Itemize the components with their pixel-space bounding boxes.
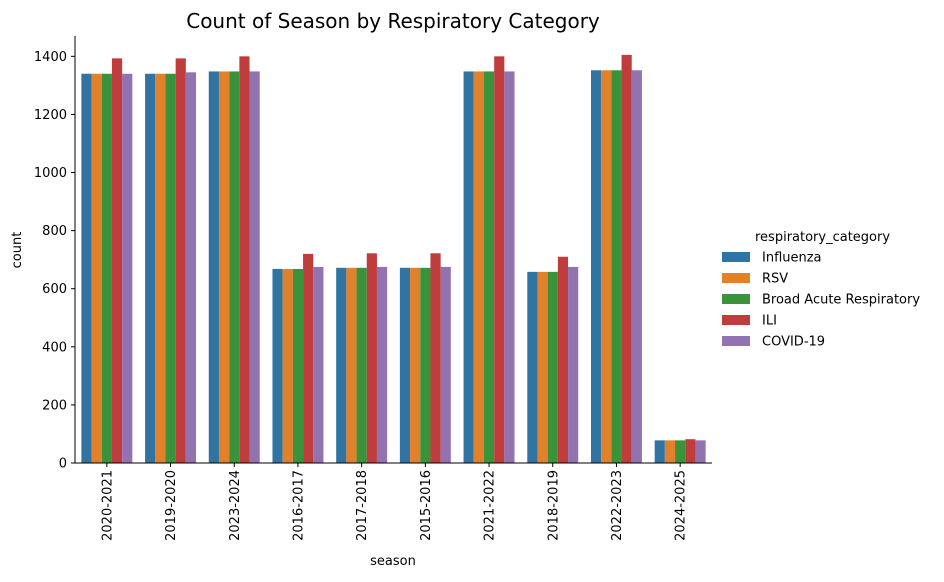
bar-broad-acute-respiratory-2021-2022 — [483, 71, 495, 463]
x-tick-label: 2016-2017 — [291, 470, 306, 541]
x-axis: 2020-2021 2019-2020 2023-2024 2016-2017 2017… — [75, 462, 712, 541]
bar-covid-19-2017-2018 — [376, 266, 388, 463]
legend-label: ILI — [762, 314, 777, 329]
bar-covid-19-2015-2016 — [440, 266, 451, 463]
legend: respiratory_category Influenza RSV Broad A… — [722, 230, 920, 350]
bars-group — [81, 54, 706, 464]
bar-influenza-2020-2021 — [81, 73, 92, 463]
y-tick-label: 1400 — [34, 50, 67, 65]
bar-broad-acute-respiratory-2017-2018 — [356, 267, 367, 463]
bar-influenza-2015-2016 — [399, 267, 411, 463]
x-tick-label: 2024-2025 — [674, 470, 689, 541]
bar-covid-19-2019-2020 — [185, 72, 197, 464]
legend-swatch — [722, 273, 750, 283]
bar-influenza-2024-2025 — [654, 440, 665, 463]
legend-swatch — [722, 294, 750, 304]
bar-broad-acute-respiratory-2015-2016 — [420, 267, 431, 463]
bar-rsv-2021-2022 — [473, 71, 484, 463]
bar-ili-2016-2017 — [303, 253, 314, 463]
bar-ili-2020-2021 — [111, 58, 123, 463]
bar-ili-2015-2016 — [430, 253, 441, 463]
bar-influenza-2018-2019 — [527, 271, 538, 463]
bar-rsv-2022-2023 — [601, 70, 612, 464]
bar-ili-2021-2022 — [494, 56, 505, 463]
x-tick-label: 2017-2018 — [355, 470, 370, 541]
bar-rsv-2018-2019 — [537, 271, 548, 463]
legend-swatch — [722, 315, 750, 325]
y-tick-label: 200 — [42, 398, 67, 413]
y-tick-label: 800 — [42, 224, 67, 239]
bar-covid-19-2018-2019 — [568, 266, 579, 463]
bar-broad-acute-respiratory-2024-2025 — [675, 440, 686, 463]
bar-broad-acute-respiratory-2018-2019 — [547, 271, 558, 463]
y-tick-label: 0 — [59, 457, 67, 472]
x-tick-label: 2018-2019 — [546, 470, 561, 541]
chart-title: Count of Season by Respiratory Category — [186, 9, 600, 33]
bar-ili-2019-2020 — [175, 58, 186, 463]
x-tick-label: 2019-2020 — [164, 470, 179, 541]
y-axis-label: count — [10, 232, 25, 269]
bar-influenza-2017-2018 — [336, 267, 347, 463]
bar-covid-19-2024-2025 — [695, 440, 706, 463]
y-tick-label: 600 — [42, 282, 67, 297]
x-tick-label: 2015-2016 — [419, 470, 434, 541]
bar-influenza-2021-2022 — [463, 71, 474, 463]
bar-covid-19-2016-2017 — [313, 266, 324, 463]
bar-covid-19-2023-2024 — [249, 71, 260, 463]
y-axis: 0 200 400 600 800 1000 1200 1400 — [34, 36, 76, 472]
legend-label: COVID-19 — [762, 335, 825, 350]
bar-broad-acute-respiratory-2023-2024 — [229, 71, 240, 463]
bar-rsv-2023-2024 — [218, 71, 230, 463]
bar-ili-2022-2023 — [621, 54, 632, 463]
bar-ili-2018-2019 — [557, 256, 569, 463]
y-tick-label: 1200 — [34, 108, 67, 123]
legend-title: respiratory_category — [755, 230, 890, 245]
bar-broad-acute-respiratory-2016-2017 — [292, 268, 304, 463]
bar-broad-acute-respiratory-2019-2020 — [165, 73, 176, 463]
bar-covid-19-2021-2022 — [504, 71, 515, 463]
bar-rsv-2015-2016 — [410, 267, 421, 463]
legend-label: Influenza — [762, 251, 822, 266]
bar-influenza-2016-2017 — [272, 268, 283, 463]
y-tick-label: 400 — [42, 340, 67, 355]
legend-label: RSV — [762, 272, 788, 287]
legend-swatch — [722, 252, 750, 262]
bar-rsv-2024-2025 — [664, 440, 676, 463]
x-tick-label: 2021-2022 — [483, 470, 498, 541]
bar-rsv-2020-2021 — [91, 73, 102, 463]
bar-covid-19-2020-2021 — [122, 73, 133, 463]
x-tick-label: 2020-2021 — [100, 470, 115, 541]
x-tick-label: 2022-2023 — [610, 470, 625, 541]
x-tick-label: 2023-2024 — [228, 470, 243, 541]
y-tick-label: 1000 — [34, 166, 67, 181]
bar-rsv-2016-2017 — [282, 268, 293, 463]
legend-label: Broad Acute Respiratory — [762, 293, 920, 308]
bar-covid-19-2022-2023 — [631, 70, 642, 464]
bar-broad-acute-respiratory-2022-2023 — [611, 70, 622, 464]
bar-rsv-2019-2020 — [155, 73, 166, 463]
bar-influenza-2023-2024 — [208, 71, 219, 463]
x-axis-label: season — [370, 554, 416, 569]
bar-influenza-2019-2020 — [145, 73, 156, 463]
bar-ili-2023-2024 — [239, 56, 250, 463]
bar-ili-2017-2018 — [366, 253, 377, 463]
bar-ili-2024-2025 — [685, 439, 696, 463]
legend-swatch — [722, 336, 750, 346]
bar-influenza-2022-2023 — [590, 70, 602, 464]
bar-rsv-2017-2018 — [346, 267, 357, 463]
bar-broad-acute-respiratory-2020-2021 — [101, 73, 112, 463]
